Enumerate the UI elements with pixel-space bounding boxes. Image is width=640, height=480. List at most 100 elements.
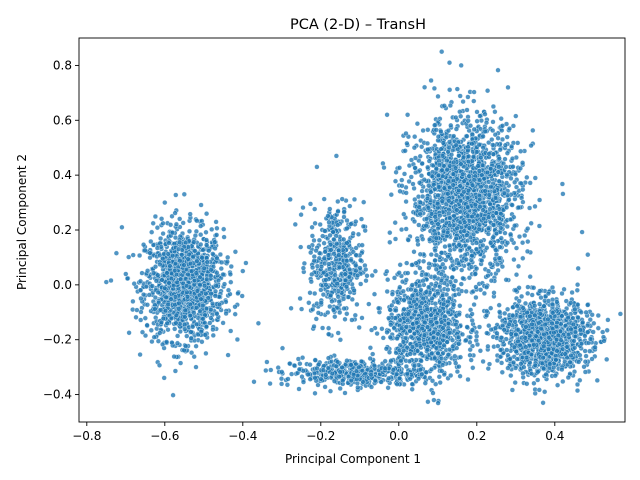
scatter-point	[332, 314, 338, 320]
scatter-point	[456, 187, 462, 194]
scatter-point	[471, 98, 477, 104]
scatter-point	[459, 267, 465, 273]
scatter-point	[436, 184, 442, 190]
scatter-point	[422, 380, 428, 386]
scatter-point	[339, 364, 345, 371]
scatter-point	[426, 183, 432, 189]
scatter-point	[134, 307, 140, 313]
scatter-point	[288, 305, 294, 311]
scatter-point	[441, 301, 447, 307]
scatter-point	[450, 178, 457, 184]
scatter-point	[420, 193, 426, 200]
scatter-point	[220, 271, 226, 278]
scatter-point	[397, 188, 403, 194]
scatter-point	[458, 161, 464, 167]
scatter-point	[329, 371, 335, 377]
scatter-point	[460, 275, 466, 281]
scatter-point	[177, 239, 183, 245]
scatter-point	[447, 279, 453, 285]
scatter-point	[431, 182, 437, 188]
scatter-point	[449, 274, 455, 280]
scatter-point	[208, 273, 214, 279]
scatter-point	[170, 253, 176, 259]
scatter-point	[323, 277, 329, 283]
scatter-point	[436, 374, 442, 380]
scatter-point	[275, 365, 281, 371]
scatter-point	[380, 335, 386, 341]
scatter-point	[325, 355, 332, 361]
scatter-point	[210, 332, 216, 338]
scatter-point	[166, 240, 172, 246]
scatter-point	[428, 77, 434, 84]
scatter-point	[183, 343, 189, 349]
scatter-point	[520, 240, 526, 246]
scatter-point	[235, 290, 241, 296]
scatter-point	[390, 367, 396, 373]
scatter-point	[504, 240, 511, 246]
scatter-point	[429, 350, 435, 356]
scatter-point	[438, 356, 445, 362]
scatter-point	[403, 277, 409, 283]
scatter-point	[490, 119, 496, 125]
scatter-point	[404, 371, 410, 377]
scatter-point	[445, 254, 451, 260]
scatter-point	[337, 369, 343, 375]
scatter-point	[172, 294, 179, 300]
scatter-point	[358, 257, 364, 263]
scatter-point	[453, 278, 459, 284]
scatter-point	[413, 287, 419, 294]
scatter-point	[213, 219, 219, 225]
scatter-point	[478, 184, 484, 190]
scatter-point	[515, 263, 522, 269]
scatter-point	[137, 278, 144, 284]
scatter-point	[474, 109, 480, 115]
scatter-point	[504, 172, 510, 178]
scatter-point	[435, 350, 441, 356]
scatter-point	[466, 275, 472, 281]
scatter-point	[461, 189, 467, 195]
scatter-point	[420, 278, 426, 284]
scatter-point	[171, 354, 177, 360]
scatter-point	[435, 192, 441, 198]
scatter-point	[417, 211, 423, 217]
scatter-point	[490, 103, 496, 110]
scatter-point	[498, 225, 504, 231]
scatter-point	[414, 121, 420, 127]
scatter-point	[159, 216, 165, 222]
scatter-point	[466, 153, 472, 159]
scatter-point	[497, 147, 503, 153]
scatter-point	[394, 381, 400, 387]
scatter-point	[335, 294, 341, 300]
scatter-point	[364, 273, 370, 279]
scatter-point	[187, 261, 194, 267]
scatter-point	[310, 264, 316, 271]
scatter-point	[356, 324, 362, 331]
scatter-point	[344, 311, 350, 317]
scatter-point	[168, 275, 174, 282]
scatter-point	[448, 122, 454, 128]
scatter-point	[379, 326, 385, 332]
scatter-point	[399, 177, 405, 183]
scatter-point	[402, 148, 408, 154]
scatter-point	[447, 184, 453, 191]
scatter-point	[399, 325, 405, 331]
scatter-point	[477, 177, 483, 183]
scatter-point	[321, 240, 327, 246]
scatter-point	[323, 282, 329, 288]
scatter-point	[343, 253, 349, 259]
scatter-point	[456, 311, 462, 317]
scatter-point	[141, 292, 147, 298]
scatter-point	[475, 163, 481, 169]
scatter-point	[326, 261, 332, 267]
scatter-point	[464, 107, 470, 113]
scatter-point	[192, 248, 198, 254]
scatter-point	[407, 328, 413, 334]
scatter-point	[389, 291, 395, 297]
scatter-point	[466, 225, 472, 231]
scatter-point	[506, 197, 512, 203]
scatter-point	[228, 279, 234, 285]
scatter-point	[168, 315, 174, 321]
scatter-point	[227, 271, 233, 277]
scatter-point	[421, 177, 427, 183]
scatter-point	[184, 283, 190, 289]
